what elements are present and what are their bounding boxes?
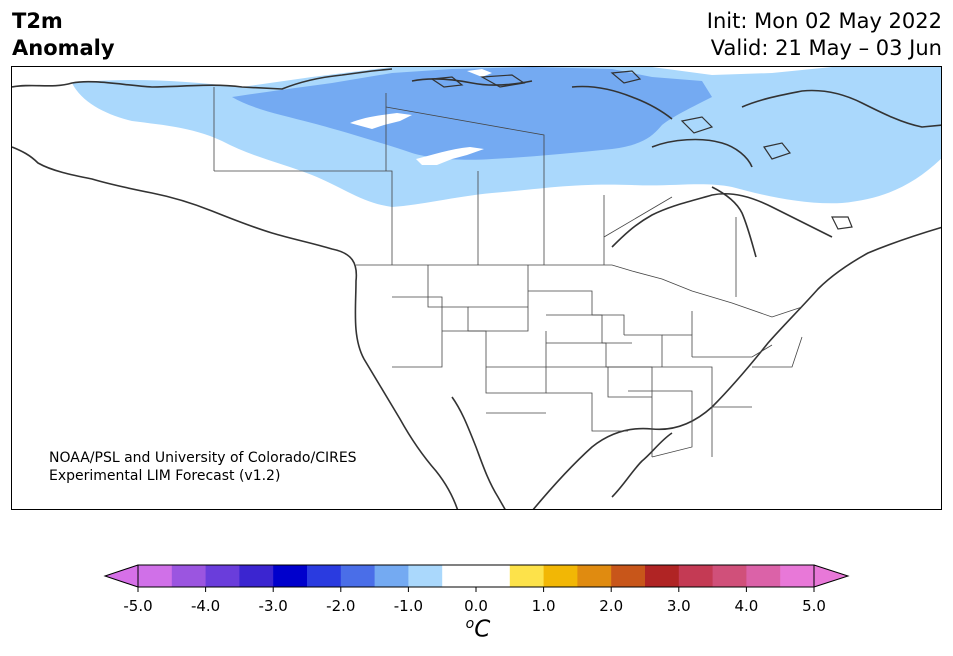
- credit-line-2: Experimental LIM Forecast (v1.2): [49, 468, 281, 484]
- colorbar-cell: [408, 565, 443, 587]
- arctic-islands: [430, 70, 853, 230]
- colorbar-cells: [138, 565, 815, 587]
- colorbar-cell: [780, 565, 815, 587]
- colorbar-cell: [712, 565, 747, 587]
- units-superscript: o: [465, 616, 475, 632]
- colorbar-cell: [442, 565, 477, 587]
- colorbar-tick-label: 0.0: [464, 597, 488, 615]
- colorbar-tick-label: -4.0: [190, 597, 221, 615]
- colorbar-cell: [171, 565, 207, 587]
- colorbar-cell: [340, 565, 376, 587]
- valid-range: Valid: 21 May – 03 Jun: [710, 36, 942, 60]
- colorbar-tick-label: -2.0: [326, 597, 356, 615]
- map-title: T2m Anomaly: [12, 8, 115, 62]
- colorbar-cell: [205, 565, 240, 587]
- colorbar-units: oC: [466, 616, 491, 643]
- colorbar-cell: [611, 565, 646, 587]
- colorbar-cell: [307, 565, 342, 587]
- colorbar-cell: [746, 565, 781, 587]
- colorbar-cell: [509, 565, 545, 587]
- colorbar: [103, 564, 850, 592]
- colorbar-tick-label: 5.0: [802, 597, 826, 615]
- forecast-dates: Init: Mon 02 May 2022 Valid: 21 May – 03…: [707, 8, 942, 62]
- colorbar-tick-label: 1.0: [531, 597, 556, 615]
- colorbar-cell: [678, 565, 714, 587]
- colorbar-left-extend: [105, 565, 138, 587]
- init-date: Init: Mon 02 May 2022: [706, 9, 942, 33]
- anomaly-mid-blue-region: [232, 67, 712, 160]
- great-slave-lake: [416, 147, 484, 165]
- colorbar-tick-label: -1.0: [393, 597, 424, 615]
- colorbar-tick-label: 4.0: [734, 597, 759, 615]
- borders: [213, 87, 803, 458]
- forecast-credit: NOAA/PSL and University of Colorado/CIRE…: [49, 449, 357, 485]
- colorbar-ticks: [137, 587, 815, 592]
- colorbar-outline-right: [813, 564, 850, 588]
- anomaly-map: [12, 67, 941, 509]
- colorbar-cell: [476, 565, 511, 587]
- white-patch: [467, 69, 492, 77]
- colorbar-cell: [543, 565, 578, 587]
- title-line-1: T2m: [12, 9, 63, 33]
- great-bear-lake: [350, 113, 412, 129]
- colorbar-cell: [374, 565, 409, 587]
- coastlines: [12, 68, 941, 509]
- colorbar-right-extend: [814, 565, 848, 587]
- map-panel: [11, 66, 942, 510]
- title-line-2: Anomaly: [12, 36, 115, 60]
- credit-line-1: NOAA/PSL and University of Colorado/CIRE…: [49, 450, 357, 466]
- colorbar-tick-label: 2.0: [599, 597, 624, 615]
- colorbar-tick-label: -3.0: [258, 597, 288, 615]
- colorbar-outline-left: [103, 564, 139, 588]
- colorbar-tick-label: -5.0: [123, 597, 153, 615]
- colorbar-cell: [645, 565, 680, 587]
- colorbar-cell: [577, 565, 612, 587]
- colorbar-tick-label: 3.0: [666, 597, 691, 615]
- colorbar-cell: [273, 565, 308, 587]
- units-letter: C: [474, 616, 491, 643]
- colorbar-cell: [239, 565, 274, 587]
- colorbar-cell: [138, 565, 173, 587]
